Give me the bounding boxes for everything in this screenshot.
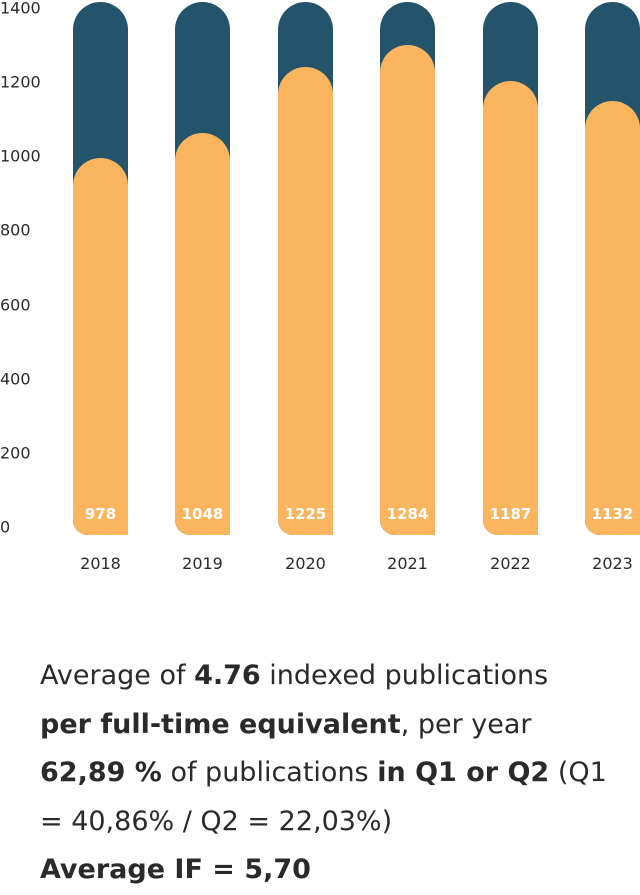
summary-line-1: Average of 4.76 indexed publications bbox=[40, 652, 630, 701]
bar-2023: 1132 bbox=[585, 101, 640, 535]
x-tick-label: 2022 bbox=[490, 554, 531, 573]
y-tick-label: 0 bbox=[0, 517, 11, 537]
text: Average of bbox=[40, 660, 195, 691]
bar-2019: 1048 bbox=[175, 132, 230, 535]
y-tick-label: 1000 bbox=[0, 146, 41, 166]
y-tick-label: 1400 bbox=[0, 0, 41, 18]
bar-background: 1132 bbox=[585, 2, 640, 535]
text-bold: in Q1 or Q2 bbox=[377, 757, 550, 788]
x-tick-label: 2018 bbox=[80, 554, 121, 573]
bar-background: 1187 bbox=[483, 2, 538, 535]
summary-line-3: 62,89 % of publications in Q1 or Q2 (Q1 … bbox=[40, 749, 630, 846]
text: (Q1 = 40,86% / Q2 = 22,03%) bbox=[40, 757, 607, 837]
bar-value-label: 1187 bbox=[489, 505, 532, 523]
bar-background: 1225 bbox=[278, 2, 333, 535]
text: indexed publications bbox=[260, 660, 549, 691]
text-bold: per full-time equivalent bbox=[40, 708, 401, 740]
y-tick-label: 800 bbox=[0, 220, 31, 240]
bar-2022: 1187 bbox=[483, 80, 538, 535]
y-tick-label: 200 bbox=[0, 443, 31, 463]
summary-line-4: Average IF = 5,70 bbox=[40, 846, 630, 895]
bar-value-label: 1284 bbox=[386, 505, 429, 523]
bar-2018: 978 bbox=[73, 158, 128, 535]
bar-background: 978 bbox=[73, 2, 128, 535]
bar-2021: 1284 bbox=[380, 45, 435, 535]
bar-2020: 1225 bbox=[278, 66, 333, 535]
y-tick-label: 1200 bbox=[0, 72, 41, 92]
bar-background: 1284 bbox=[380, 2, 435, 535]
x-tick-label: 2023 bbox=[592, 554, 633, 573]
average-if: Average IF = 5,70 bbox=[40, 854, 311, 885]
y-tick-label: 400 bbox=[0, 369, 31, 389]
x-tick-label: 2021 bbox=[387, 554, 428, 573]
summary-line-2: per full-time equivalent, per year bbox=[40, 701, 630, 750]
bar-value-label: 1048 bbox=[181, 505, 224, 523]
percent-value: 62,89 % bbox=[40, 757, 162, 788]
summary-text: Average of 4.76 indexed publications per… bbox=[40, 652, 630, 895]
bar-value-label: 1132 bbox=[591, 505, 634, 523]
x-tick-label: 2020 bbox=[285, 554, 326, 573]
text: , per year bbox=[400, 708, 532, 740]
bar-background: 1048 bbox=[175, 2, 230, 535]
x-tick-label: 2019 bbox=[182, 554, 223, 573]
text: of publications bbox=[161, 757, 378, 788]
bar-value-label: 1225 bbox=[284, 505, 327, 523]
avg-value: 4.76 bbox=[194, 660, 261, 691]
publications-bar-chart: 0 200 400 600 800 1000 1200 1400 978 2018 1048 2019… bbox=[0, 0, 640, 573]
bar-value-label: 978 bbox=[84, 505, 117, 523]
y-tick-label: 600 bbox=[0, 295, 31, 315]
